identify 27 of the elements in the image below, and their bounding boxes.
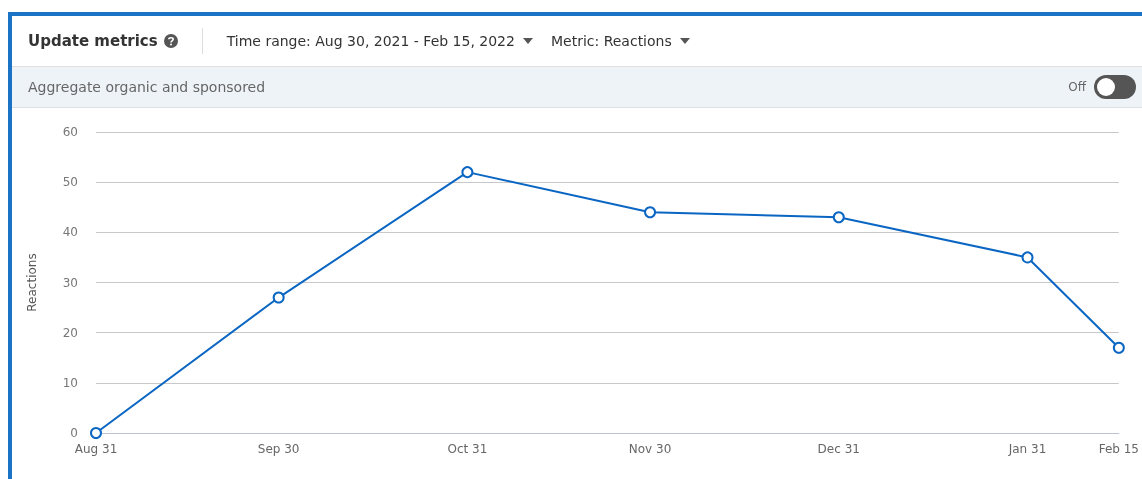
text: Aggregate organic and sponsored: [28, 79, 267, 95]
x-tick-label: Oct 31: [447, 442, 488, 456]
y-axis-title: Reactions: [25, 253, 39, 312]
x-tick-label: Jan 31: [1007, 442, 1047, 456]
point: [1021, 251, 1034, 264]
point: [832, 211, 845, 224]
point: [1112, 341, 1125, 354]
text: Metric: Reactions: [550, 33, 672, 49]
y-tick-label: 30: [62, 275, 78, 290]
y-tick-label: 40: [62, 225, 78, 240]
y-tick-label: 60: [62, 125, 78, 139]
point: [644, 206, 657, 219]
text: Time range: Aug 30, 2021 - Feb 15, 2022: [226, 33, 515, 49]
y-tick-label: 10: [62, 375, 78, 390]
x-tick-label: Feb 15: [1098, 442, 1140, 456]
x-tick-label: Nov 30: [628, 442, 672, 456]
point: [461, 166, 474, 179]
y-tick-label: 0: [70, 426, 78, 440]
chart-title: Update metrics: [28, 32, 158, 50]
point: [90, 427, 102, 439]
x-tick-label: Aug 31: [74, 442, 118, 456]
x-tick-label: Sep 30: [257, 442, 300, 456]
point: [272, 291, 285, 304]
text: Off: [1068, 80, 1086, 94]
y-tick-label: 50: [62, 175, 78, 190]
x-tick-label: Dec 31: [817, 442, 860, 456]
y-tick-label: 20: [62, 325, 78, 340]
